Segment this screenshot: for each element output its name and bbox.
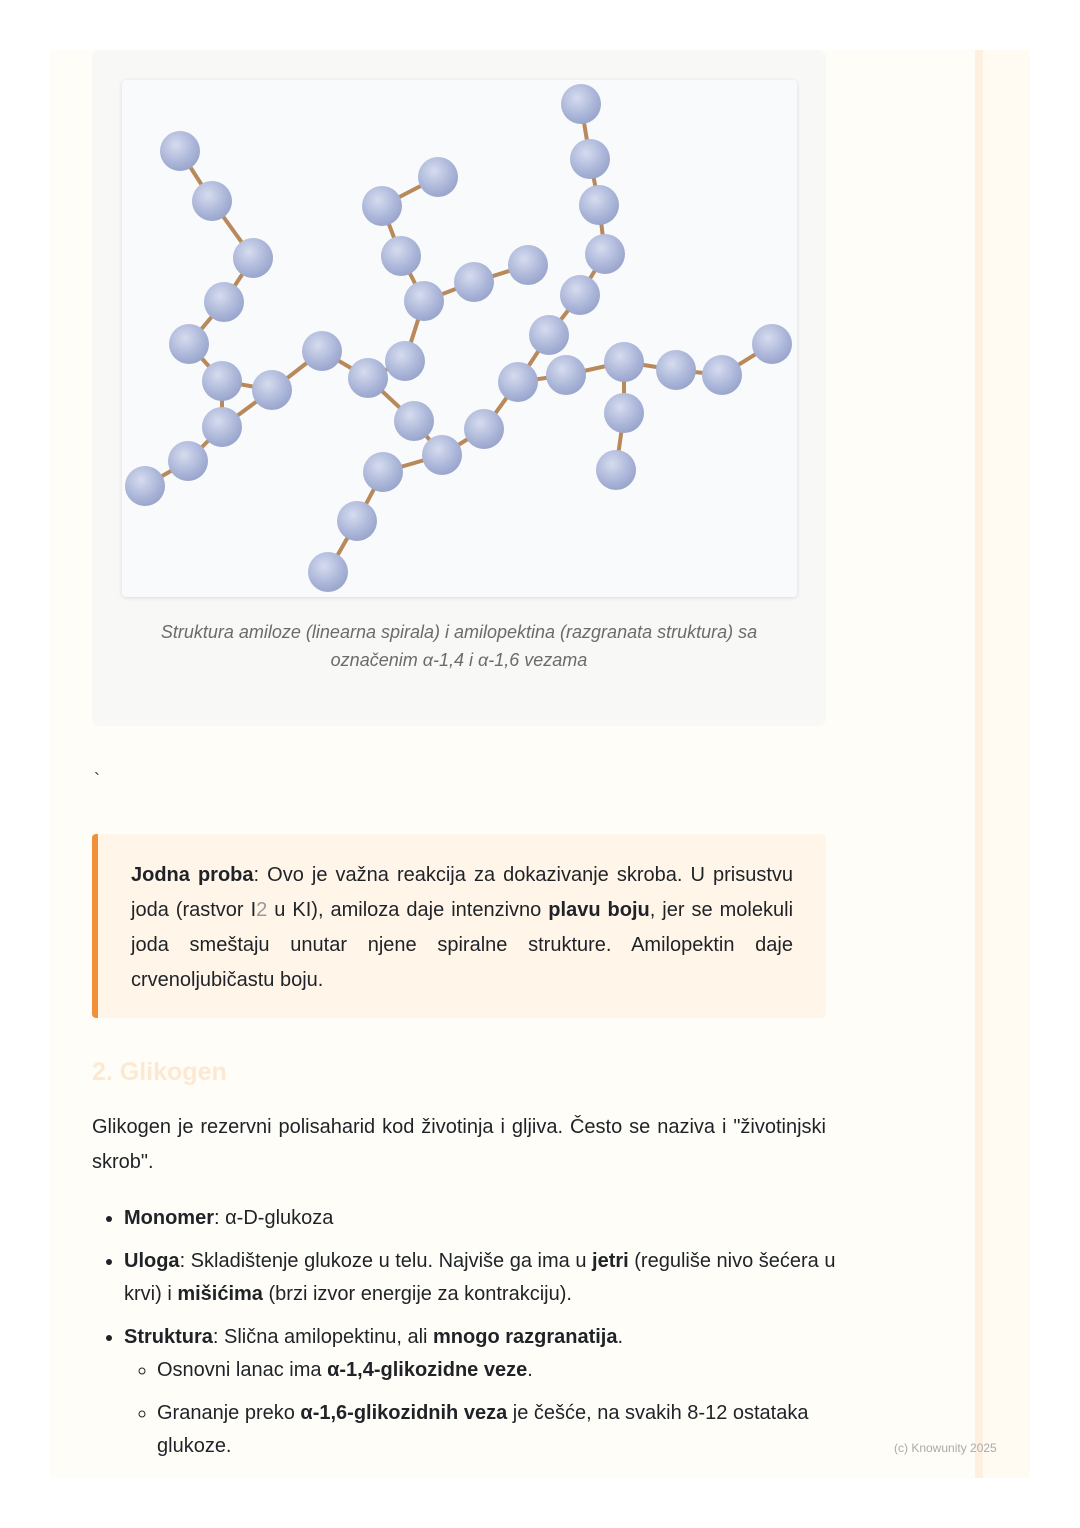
term: Struktura bbox=[124, 1326, 213, 1348]
figure-caption: Struktura amiloze (linearna spirala) i a… bbox=[112, 618, 806, 674]
glucose-unit bbox=[561, 84, 601, 124]
glucose-unit bbox=[394, 401, 434, 441]
text: je češće, na svakih 8-12 ostataka glukoz… bbox=[157, 1402, 809, 1457]
glucose-unit bbox=[579, 185, 619, 225]
subscript: 2 bbox=[256, 899, 268, 921]
glucose-unit bbox=[560, 275, 600, 315]
callout-text: : Ovo je važna reakcija za dokazivanje s… bbox=[131, 864, 794, 921]
bold: mnogo razgranatija bbox=[433, 1326, 618, 1348]
text: Grananje preko bbox=[157, 1402, 301, 1424]
term: Uloga bbox=[124, 1250, 180, 1272]
glucose-unit bbox=[752, 324, 792, 364]
glucose-unit bbox=[233, 238, 273, 278]
margin-strip bbox=[975, 50, 983, 1478]
text: (reguliše nivo šećera u krvi) i bbox=[124, 1250, 836, 1305]
glucose-unit bbox=[337, 501, 377, 541]
bold: mišićima bbox=[177, 1283, 263, 1305]
text: : Slična amilopektinu, ali bbox=[212, 1326, 434, 1348]
glucose-unit bbox=[418, 157, 458, 197]
glucose-unit bbox=[656, 350, 696, 390]
glucose-unit bbox=[160, 131, 200, 171]
figure-card: Struktura amiloze (linearna spirala) i a… bbox=[92, 50, 826, 726]
text: . bbox=[617, 1326, 624, 1348]
callout-text: , jer se molekuli joda smeštaju unutar n… bbox=[131, 899, 794, 991]
glucose-unit bbox=[202, 361, 242, 401]
glucose-unit bbox=[348, 358, 388, 398]
glucose-unit bbox=[702, 355, 742, 395]
iodine-test-callout: Jodna proba: Ovo je važna reakcija za do… bbox=[92, 834, 826, 1018]
caption-line: Struktura amiloze (linearna spirala) i a… bbox=[160, 622, 758, 642]
copyright-footer: (c) Knowunity 2025 bbox=[894, 1441, 997, 1455]
glucose-unit bbox=[596, 450, 636, 490]
sub-list-item: Grananje preko α-1,6-glikozidnih veza je… bbox=[157, 1397, 844, 1463]
starch-structure-diagram bbox=[122, 80, 797, 597]
callout-bold: plavu boju bbox=[548, 899, 650, 921]
text: Osnovni lanac ima bbox=[157, 1359, 328, 1381]
text: : Skladištenje glukoze u telu. Najviše g… bbox=[179, 1250, 593, 1272]
callout-text: u KI), amiloza daje intenzivno bbox=[267, 899, 549, 921]
glucose-unit bbox=[252, 370, 292, 410]
bold: α-1,4-glikozidne veze bbox=[327, 1359, 528, 1381]
glucose-unit bbox=[585, 234, 625, 274]
glucose-unit bbox=[422, 435, 462, 475]
term: Monomer bbox=[124, 1207, 214, 1229]
glucose-unit bbox=[464, 409, 504, 449]
glucose-unit bbox=[546, 355, 586, 395]
sub-list-item: Osnovni lanac ima α-1,4-glikozidne veze. bbox=[157, 1354, 844, 1387]
glucose-unit bbox=[604, 393, 644, 433]
glucose-unit bbox=[498, 362, 538, 402]
glucose-unit bbox=[385, 341, 425, 381]
margin-area bbox=[983, 50, 1030, 1478]
sub-list: Osnovni lanac ima α-1,4-glikozidne veze.… bbox=[124, 1354, 844, 1463]
text: : α-D-glukoza bbox=[214, 1207, 334, 1229]
glucose-unit bbox=[362, 186, 402, 226]
glucose-unit bbox=[404, 281, 444, 321]
glucose-unit bbox=[169, 324, 209, 364]
callout-term: Jodna proba bbox=[131, 864, 254, 886]
glucose-unit bbox=[508, 245, 548, 285]
text: (brzi izvor energije za kontrakciju). bbox=[262, 1283, 572, 1305]
glucose-unit bbox=[308, 552, 348, 592]
stray-mark: ` bbox=[94, 770, 100, 790]
intro-paragraph: Glikogen je rezervni polisaharid kod živ… bbox=[92, 1116, 826, 1173]
glucose-unit bbox=[202, 407, 242, 447]
caption-line: označenim α-1,4 i α-1,6 vezama bbox=[330, 650, 588, 670]
molecule-svg bbox=[125, 84, 792, 592]
glucose-unit bbox=[363, 452, 403, 492]
glucose-unit bbox=[168, 441, 208, 481]
section-heading: 2. Glikogen bbox=[92, 1058, 227, 1086]
glucose-unit bbox=[570, 139, 610, 179]
glucose-unit bbox=[454, 262, 494, 302]
list-item: Struktura: Slična amilopektinu, ali mnog… bbox=[124, 1321, 844, 1463]
list-item: Monomer: α-D-glukoza bbox=[124, 1202, 844, 1235]
glucose-unit bbox=[604, 342, 644, 382]
glucose-unit bbox=[381, 236, 421, 276]
bold: α-1,6-glikozidnih veza bbox=[300, 1402, 508, 1424]
glucose-unit bbox=[204, 282, 244, 322]
bold: jetri bbox=[592, 1250, 629, 1272]
glucose-unit bbox=[192, 181, 232, 221]
property-list: Monomer: α-D-glukoza Uloga: Skladištenje… bbox=[92, 1202, 844, 1473]
glucose-unit bbox=[302, 331, 342, 371]
glucose-unit bbox=[125, 466, 165, 506]
glucose-unit bbox=[529, 315, 569, 355]
text: . bbox=[527, 1359, 533, 1381]
list-item: Uloga: Skladištenje glukoze u telu. Najv… bbox=[124, 1245, 844, 1311]
